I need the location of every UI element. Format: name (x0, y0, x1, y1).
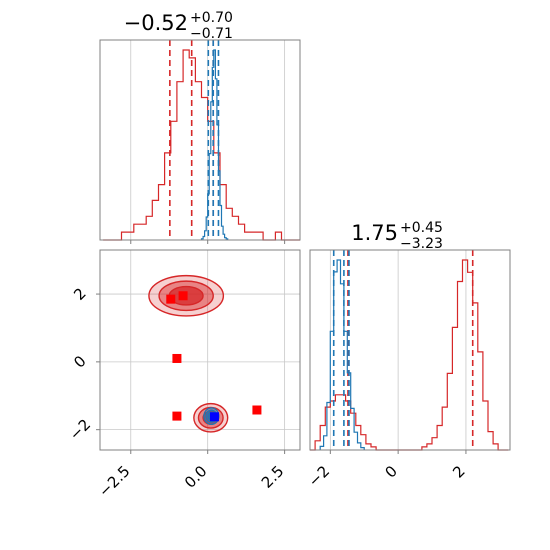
title-minus-error: −0.71 (190, 26, 233, 42)
y-tick-label: −2 (66, 415, 94, 443)
truth-marker (172, 353, 182, 363)
panel-frame (99, 39, 301, 241)
histogram-panel-1: 1.75 +0.45−3.23 (309, 220, 511, 454)
histogram-panel-0: −0.52 +0.70−0.71 (99, 10, 301, 244)
y-tick-label: 2 (70, 284, 89, 303)
histogram-series-1 (319, 259, 365, 450)
truth-marker (172, 411, 182, 421)
panel-frame (309, 249, 511, 451)
title-median: −0.52 (124, 11, 188, 35)
truth-marker (166, 294, 176, 304)
title-plus-error: +0.70 (190, 10, 233, 26)
density-panel: −2 0 2 −2.5 0.0 2.5 (66, 249, 301, 501)
x-tick-label: −2 (305, 462, 333, 490)
y-tick-label: 0 (70, 352, 89, 371)
truth-marker (178, 291, 188, 301)
title-plus-error: +0.45 (400, 220, 443, 236)
x-tick-label: 0.0 (181, 462, 211, 492)
histogram-series-0 (103, 49, 300, 241)
title-median: 1.75 (351, 221, 398, 245)
x-tick-label: 2.5 (258, 462, 288, 492)
histogram-series-1 (200, 49, 229, 240)
x-tick-label: −2.5 (95, 462, 133, 500)
panel-frame (99, 249, 301, 451)
panel-title: 1.75 +0.45−3.23 (351, 220, 443, 252)
truth-marker (252, 405, 262, 415)
title-minus-error: −3.23 (400, 236, 443, 252)
panel-title: −0.52 +0.70−0.71 (124, 10, 233, 42)
histogram-series-0 (310, 259, 509, 451)
x-tick-label: 0 (381, 462, 400, 481)
x-tick-label: 2 (449, 462, 468, 481)
truth-marker (209, 412, 219, 422)
